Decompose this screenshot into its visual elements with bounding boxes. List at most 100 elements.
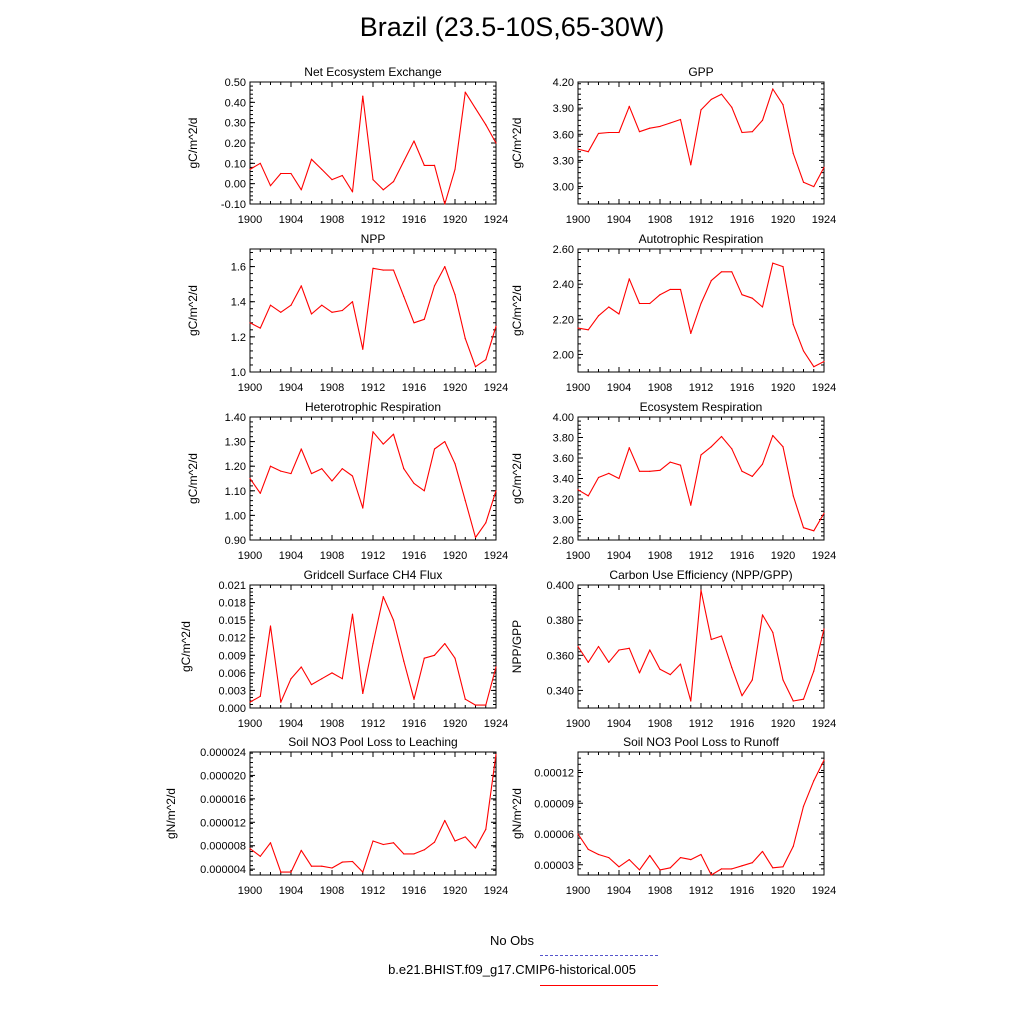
panel-title: Gridcell Surface CH4 Flux (304, 568, 443, 582)
x-tick-label: 1912 (361, 382, 385, 394)
data-point (782, 104, 784, 106)
data-point (259, 162, 261, 164)
data-point (444, 265, 446, 268)
data-point (413, 698, 415, 700)
data-point (403, 660, 405, 662)
data-point (341, 309, 343, 312)
series-line (249, 266, 497, 368)
y-tick-label: 3.00 (553, 515, 574, 527)
plot-frame (577, 81, 825, 205)
x-tick-label: 1920 (443, 382, 467, 394)
x-tick-label: 1900 (238, 550, 262, 562)
data-point (587, 495, 589, 497)
data-point (382, 443, 384, 445)
data-point (300, 849, 302, 852)
data-point (638, 470, 641, 472)
y-tick-label: 0.10 (225, 158, 246, 170)
y-tick-label: 3.90 (553, 103, 574, 115)
panel-3: 1900 1904 1908 1912 1916 1920 1924 1.0 1.2 1.4 1.6… (186, 232, 508, 394)
y-tick-label: 0.000024 (200, 747, 246, 759)
x-tick-label: 1916 (402, 718, 426, 730)
data-point (802, 181, 805, 183)
series-line (249, 754, 497, 873)
data-point (392, 619, 395, 621)
y-tick-label: 0.000016 (200, 794, 246, 806)
data-point (269, 185, 272, 187)
data-point (813, 670, 815, 672)
y-tick-label: 0.380 (546, 615, 574, 627)
y-axis-label: gC/m^2/d (510, 453, 524, 504)
data-point (597, 645, 600, 648)
legend-obs-line (540, 955, 658, 956)
data-point (341, 468, 343, 470)
y-tick-label: 0.000020 (200, 770, 246, 782)
y-tick-label: 1.10 (225, 486, 246, 498)
x-tick-label: 1916 (402, 885, 426, 897)
data-point (310, 683, 313, 686)
data-point (669, 674, 671, 676)
data-point (608, 131, 610, 134)
y-axis-label: gC/m^2/d (510, 285, 524, 336)
data-point (474, 847, 477, 849)
data-point (403, 295, 405, 298)
x-tick-label: 1904 (279, 885, 303, 897)
data-point (403, 468, 405, 470)
data-point (423, 318, 425, 320)
data-point (649, 854, 651, 857)
x-tick-label: 1900 (566, 718, 590, 730)
data-point (392, 181, 395, 183)
data-point (474, 704, 477, 706)
data-point (772, 262, 774, 264)
y-axis-label: gC/m^2/d (186, 285, 200, 336)
panel-title: NPP (361, 232, 386, 246)
x-tick-label: 1904 (279, 214, 303, 226)
data-point (700, 109, 702, 111)
panel-4: 1900 1904 1908 1912 1916 1920 1924 2.00 2.20 2.40… (510, 232, 836, 394)
data-point (351, 301, 354, 303)
y-tick-label: 0.009 (218, 650, 246, 662)
data-point (700, 853, 702, 856)
data-point (454, 168, 456, 171)
data-point (772, 434, 774, 437)
data-point (597, 853, 600, 856)
series-line (249, 91, 497, 205)
data-point (792, 495, 794, 497)
data-point (638, 302, 641, 305)
data-point (782, 446, 784, 448)
data-point (761, 850, 764, 853)
data-point (710, 98, 712, 101)
y-tick-label: 2.20 (553, 314, 574, 326)
data-point (659, 469, 661, 471)
data-point (331, 311, 333, 313)
data-point (792, 845, 794, 847)
data-point (792, 700, 794, 702)
panel-title: Autotrophic Respiration (639, 232, 764, 246)
data-point (280, 701, 282, 703)
data-point (310, 158, 313, 160)
data-point (649, 302, 651, 305)
x-tick-label: 1904 (607, 214, 631, 226)
data-point (495, 490, 497, 492)
data-point (413, 853, 415, 855)
data-point (413, 482, 415, 485)
legend-model-label: b.e21.BHIST.f09_g17.CMIP6-historical.005 (388, 962, 636, 977)
data-point (782, 866, 784, 868)
data-point (249, 701, 251, 703)
y-tick-label: 0.021 (218, 580, 246, 592)
data-point (433, 654, 436, 656)
data-point (433, 841, 436, 843)
legend-obs-label: No Obs (489, 933, 535, 948)
data-point (485, 359, 487, 361)
y-tick-label: 0.20 (225, 138, 246, 150)
data-point (669, 122, 671, 124)
x-tick-label: 1912 (689, 214, 713, 226)
data-point (700, 589, 702, 591)
x-tick-label: 1924 (812, 214, 836, 226)
panel-8: 1900 1904 1908 1912 1916 1920 1924 0.340 0.360 0.… (510, 568, 836, 730)
x-tick-label: 1924 (812, 885, 836, 897)
data-point (495, 666, 497, 668)
y-axis-label: gC/m^2/d (186, 118, 200, 169)
panel-title: Soil NO3 Pool Loss to Leaching (288, 735, 457, 749)
data-point (638, 672, 641, 674)
